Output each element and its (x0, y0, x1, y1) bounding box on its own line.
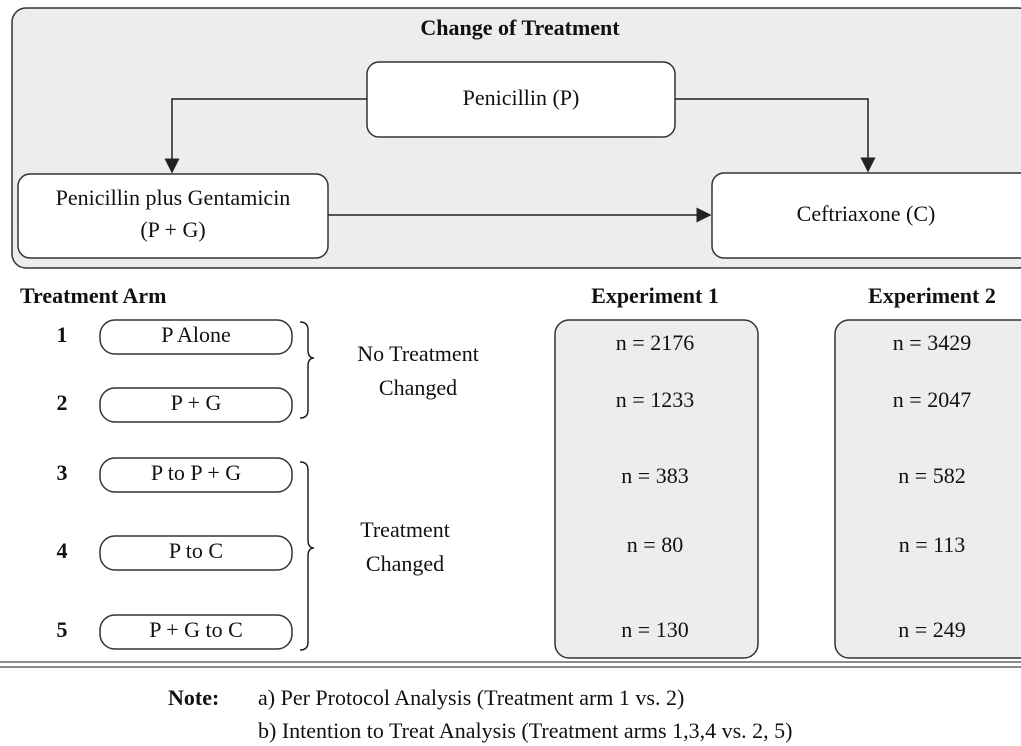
arm-header: Treatment Arm (20, 283, 166, 308)
brace (299, 321, 315, 419)
arm-box (99, 319, 293, 355)
arrow (675, 98, 876, 173)
arm-label: P Alone (161, 322, 230, 347)
node-label: (P + G) (140, 217, 205, 242)
experiment-value: n = 582 (898, 463, 965, 488)
arm-number: 4 (57, 538, 68, 563)
experiment-value: n = 249 (898, 617, 965, 642)
title: Change of Treatment (420, 15, 620, 40)
experiment-value: n = 80 (627, 532, 683, 557)
experiment-value: n = 130 (621, 617, 688, 642)
note-label: Note: (168, 685, 219, 710)
arm-label: P + G (171, 390, 222, 415)
arm-box (99, 387, 293, 423)
experiment-value: n = 113 (899, 532, 966, 557)
node-label: Ceftriaxone (C) (797, 201, 936, 226)
experiment-value: n = 2047 (893, 387, 971, 412)
arm-number: 2 (57, 390, 68, 415)
arrow (164, 98, 367, 174)
node-label: Penicillin (P) (463, 85, 580, 110)
arm-box (99, 457, 293, 493)
experiment-header: Experiment 1 (591, 283, 719, 308)
experiment-value: n = 383 (621, 463, 688, 488)
arm-label: P to P + G (151, 460, 241, 485)
arm-box (99, 535, 293, 571)
brace (299, 461, 315, 651)
note-item: b) Intention to Treat Analysis (Treatmen… (258, 718, 793, 743)
arm-number: 1 (57, 322, 68, 347)
group-label: Changed (379, 375, 457, 400)
arm-label: P + G to C (149, 617, 243, 642)
experiment-box (554, 319, 759, 659)
node-box (17, 173, 329, 259)
arm-box (99, 614, 293, 650)
group-label: No Treatment (357, 341, 479, 366)
node-label: Penicillin plus Gentamicin (56, 185, 291, 210)
experiment-header: Experiment 2 (868, 283, 996, 308)
experiment-value: n = 1233 (616, 387, 694, 412)
arm-number: 5 (57, 617, 68, 642)
experiment-value: n = 2176 (616, 330, 694, 355)
node-box (711, 172, 1021, 259)
group-label: Changed (366, 551, 444, 576)
arm-number: 3 (57, 460, 68, 485)
experiment-box (834, 319, 1021, 659)
experiment-value: n = 3429 (893, 330, 971, 355)
note-item: a) Per Protocol Analysis (Treatment arm … (258, 685, 684, 710)
group-label: Treatment (360, 517, 450, 542)
arm-label: P to C (169, 538, 223, 563)
